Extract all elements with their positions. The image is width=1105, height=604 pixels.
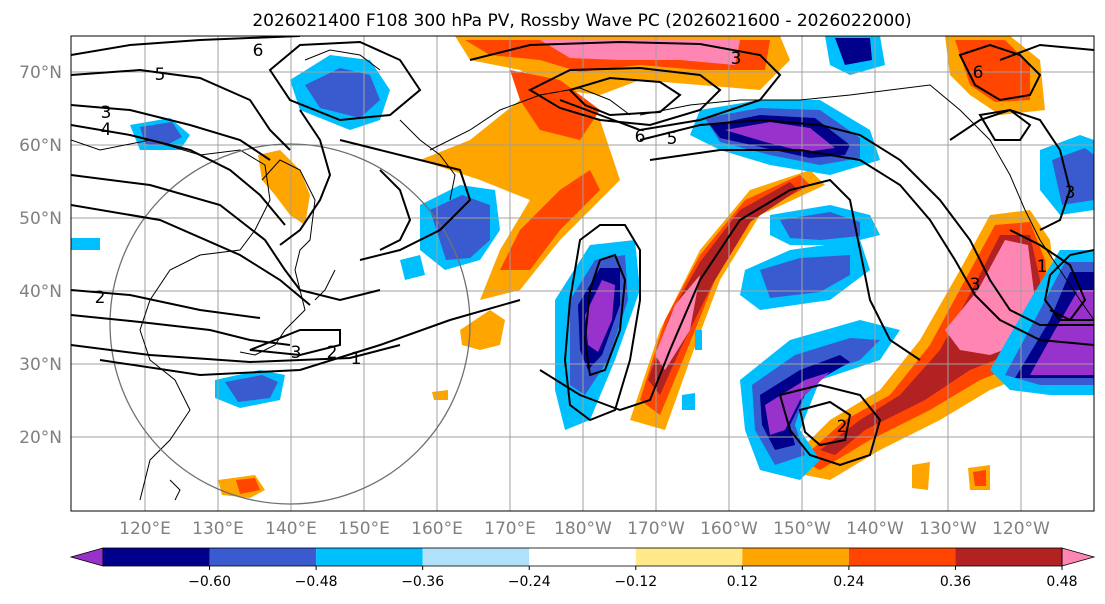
contour-labels: 6 5 3 4 2 3 2 1 6 5 3 6 3 2 1 3 <box>95 41 1076 437</box>
latitude-labels: 70°N 60°N 50°N 40°N 30°N 20°N <box>19 63 62 448</box>
colorbar-extend-low <box>69 547 104 567</box>
lon-label: 160°W <box>700 519 758 539</box>
lon-label: 150°W <box>773 519 831 539</box>
pv-negative-anomalies <box>71 36 1094 480</box>
lon-label: 170°E <box>484 519 536 539</box>
colorbar-swatch <box>422 548 530 566</box>
contour-label: 1 <box>351 349 362 369</box>
contour-label: 3 <box>970 275 981 295</box>
colorbar-tick-label: 0.36 <box>940 574 971 590</box>
colorbar-tick-label: −0.60 <box>188 574 231 590</box>
lon-label: 120°E <box>119 519 171 539</box>
colorbar-swatch <box>529 548 636 566</box>
lat-label: 30°N <box>19 355 62 375</box>
lon-label: 130°E <box>192 519 244 539</box>
contour-label: 3 <box>101 103 112 123</box>
colorbar-swatch <box>209 548 317 566</box>
map-frame <box>70 35 1095 512</box>
colorbar-swatch <box>742 548 849 566</box>
colorbar: −0.60 −0.48 −0.36 −0.24 −0.12 0.12 0.24 0.36 0.4… <box>69 547 1096 590</box>
colorbar-swatch <box>955 548 1062 566</box>
colorbar-swatch <box>635 548 743 566</box>
lon-label: 180°W <box>554 519 612 539</box>
contour-label: 1 <box>1037 257 1048 277</box>
contour-label: 6 <box>635 127 646 147</box>
contour-label: 5 <box>155 65 166 85</box>
colorbar-tick-label: −0.24 <box>508 574 551 590</box>
lon-label: 140°W <box>846 519 904 539</box>
rossby-contours <box>71 36 1094 467</box>
contour-label: 3 <box>731 49 742 69</box>
reference-circle <box>109 143 471 505</box>
lat-label: 60°N <box>19 136 62 156</box>
lat-label: 50°N <box>19 209 62 229</box>
graticule <box>71 36 1094 511</box>
lon-label: 130°W <box>919 519 977 539</box>
colorbar-tick-label: −0.12 <box>614 574 657 590</box>
colorbar-tick-label: 0.48 <box>1046 574 1077 590</box>
contour-label: 2 <box>95 288 106 308</box>
colorbar-tick-label: 0.12 <box>727 574 758 590</box>
map-layers: 6 5 3 4 2 3 2 1 6 5 3 6 3 2 1 3 <box>71 36 1094 511</box>
contour-label: 6 <box>973 63 984 83</box>
contour-label: 2 <box>837 417 848 437</box>
contour-label: 5 <box>667 129 678 149</box>
longitude-labels: 120°E 130°E 140°E 150°E 160°E 170°E 180°… <box>119 519 1050 539</box>
colorbar-swatch <box>103 548 210 566</box>
contour-label: 2 <box>327 343 338 363</box>
pv-positive-anomalies <box>218 36 1060 498</box>
lat-label: 70°N <box>19 63 62 83</box>
lon-label: 150°E <box>338 519 390 539</box>
contour-label: 3 <box>291 343 302 363</box>
colorbar-tick-label: −0.36 <box>401 574 444 590</box>
contour-label: 4 <box>101 120 112 140</box>
lon-label: 120°W <box>992 519 1050 539</box>
lat-label: 20°N <box>19 428 62 448</box>
lat-label: 40°N <box>19 282 62 302</box>
lon-label: 140°E <box>265 519 317 539</box>
colorbar-swatch <box>316 548 423 566</box>
contour-label: 6 <box>253 41 264 61</box>
lon-label: 170°W <box>627 519 685 539</box>
colorbar-swatch <box>848 548 956 566</box>
map-title: 2026021400 F108 300 hPa PV, Rossby Wave … <box>252 11 911 31</box>
lon-label: 160°E <box>411 519 463 539</box>
colorbar-tick-label: −0.48 <box>295 574 338 590</box>
colorbar-extend-high <box>1061 547 1096 567</box>
colorbar-tick-label: 0.24 <box>833 574 864 590</box>
colorbar-frame <box>102 547 1063 567</box>
contour-label: 3 <box>1065 183 1076 203</box>
